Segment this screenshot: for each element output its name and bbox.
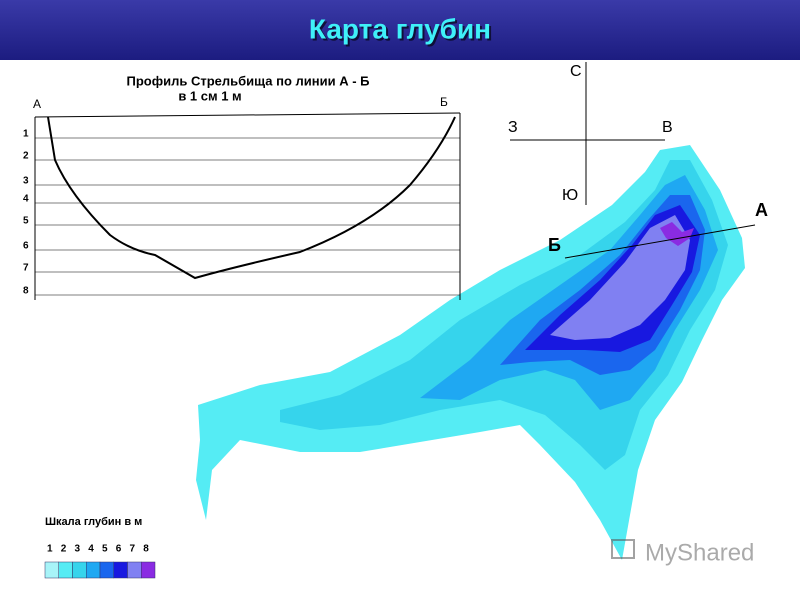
scale-swatch: [72, 561, 87, 579]
depth-label: 2: [23, 151, 29, 162]
scale-label: 7: [130, 544, 136, 555]
scale-label: 1: [47, 544, 53, 555]
scale-label: 5: [102, 544, 108, 555]
scale-title: Шкала глубин в м: [45, 516, 142, 528]
map-label-a: А: [755, 200, 768, 220]
title: Карта глубин: [309, 13, 491, 44]
compass-east: В: [662, 119, 673, 136]
scale-swatch: [44, 561, 59, 579]
scale-label: 4: [88, 544, 94, 555]
watermark: MyShared: [611, 539, 754, 566]
profile-curve: [47, 116, 456, 280]
scale-label: 6: [116, 544, 122, 555]
depth-label: 6: [23, 241, 29, 252]
watermark-text: MyShared: [645, 539, 754, 566]
title-shadow: Карта глубин: [311, 15, 493, 46]
scale-swatch: [58, 561, 73, 579]
profile-right-label: Б: [440, 95, 448, 109]
lake: [196, 145, 745, 560]
depth-label: 4: [23, 194, 29, 205]
profile-title: Профиль Стрельбища по линии А - Б: [126, 73, 369, 88]
compass-south: Ю: [562, 187, 578, 204]
profile-top: [34, 112, 461, 118]
compass-west: З: [508, 119, 518, 136]
scale-swatch: [113, 561, 128, 579]
scale-label: 3: [75, 544, 81, 555]
map-label-b: Б: [548, 235, 561, 255]
profile-left-label: А: [33, 97, 41, 111]
scale-label: 2: [61, 544, 67, 555]
profile: Профиль Стрельбища по линии А - Б в 1 см…: [23, 73, 461, 300]
scale-swatch: [99, 561, 114, 579]
depth-label: 5: [23, 216, 29, 227]
depth-label: 1: [23, 129, 29, 140]
depth-label: 7: [23, 263, 29, 274]
compass-north: С: [570, 63, 582, 80]
scale-swatch: [86, 561, 101, 579]
scale-swatch: [127, 561, 142, 579]
depth-label: 8: [23, 286, 29, 297]
compass: [510, 62, 665, 205]
header-bar: [0, 0, 800, 60]
profile-subtitle: в 1 см 1 м: [178, 88, 241, 103]
scale-label: 8: [143, 544, 149, 555]
scale-swatch: [141, 561, 156, 579]
section-line: [564, 224, 756, 259]
depth-label: 3: [23, 176, 29, 187]
